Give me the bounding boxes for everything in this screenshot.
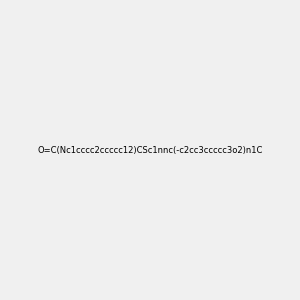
Text: O=C(Nc1cccc2ccccc12)CSc1nnc(-c2cc3ccccc3o2)n1C: O=C(Nc1cccc2ccccc12)CSc1nnc(-c2cc3ccccc3… (37, 146, 263, 154)
